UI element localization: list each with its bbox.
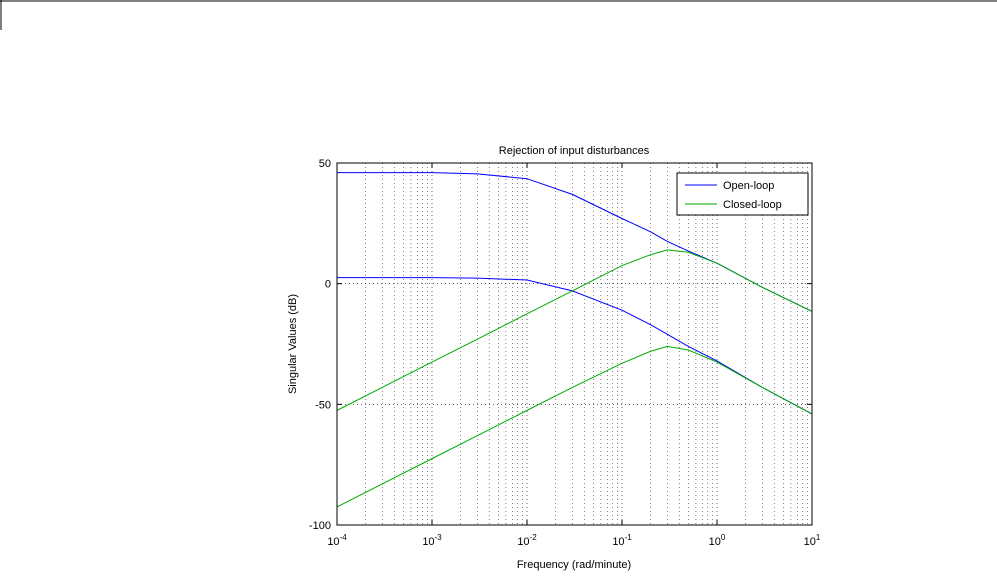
tick-base: 10 (709, 536, 721, 548)
y-tick-label: -100 (309, 520, 331, 532)
tick-exponent: -3 (435, 533, 443, 542)
x-tick-label: 10-3 (422, 533, 442, 548)
series-line (337, 277, 813, 415)
y-tick-label: 50 (319, 158, 331, 170)
y-tick-label: 0 (325, 279, 331, 291)
plot-area (337, 163, 812, 525)
axes-box (336, 162, 813, 526)
tick-base: 10 (327, 536, 339, 548)
legend-box (676, 172, 809, 216)
x-tick-label: 100 (709, 533, 726, 548)
chart-title: Rejection of input disturbances (499, 145, 650, 157)
legend-label: Closed-loop (723, 199, 782, 211)
tick-base: 10 (517, 536, 529, 548)
tick-exponent: 0 (721, 533, 726, 542)
tick-base: 10 (612, 536, 624, 548)
tick-base: 10 (422, 536, 434, 548)
y-axis-label: Singular Values (dB) (287, 294, 299, 394)
tick-exponent: -1 (625, 533, 633, 542)
series-line (336, 345, 813, 508)
tick-exponent: 1 (816, 533, 821, 542)
x-axis-label: Frequency (rad/minute) (517, 559, 631, 571)
tick-exponent: -4 (340, 533, 348, 542)
x-tick-label: 10-1 (612, 533, 632, 548)
x-tick-label: 10-4 (327, 533, 347, 548)
x-tick-label: 10-2 (517, 533, 537, 548)
tick-base: 10 (804, 536, 816, 548)
x-tick-label: 101 (804, 533, 821, 548)
legend-label: Open-loop (723, 180, 774, 192)
y-tick-label: -50 (315, 399, 331, 411)
tick-exponent: -2 (530, 533, 538, 542)
series-line (336, 249, 813, 411)
